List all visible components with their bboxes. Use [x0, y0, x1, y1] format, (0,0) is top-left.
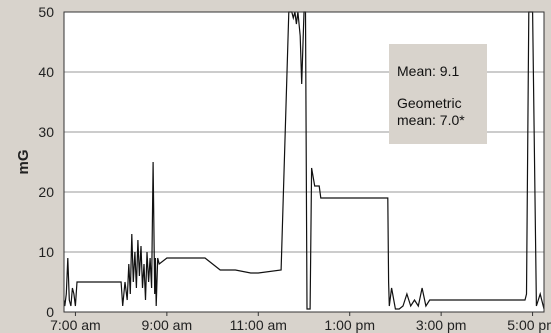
y-tick-label: 50 — [38, 4, 54, 20]
x-tick-label: 1:00 pm — [324, 317, 375, 333]
mean-text: Mean: 9.1 — [397, 63, 459, 79]
y-axis-label: mG — [15, 149, 32, 174]
y-tick-label: 30 — [38, 124, 54, 140]
stats-annotation: Mean: 9.1 Geometric mean: 7.0* — [389, 44, 487, 144]
y-tick-label: 10 — [38, 244, 54, 260]
geometric-mean-text: mean: 7.0* — [397, 112, 465, 128]
x-tick-label: 9:00 am — [142, 317, 193, 333]
y-tick-label: 20 — [38, 184, 54, 200]
x-tick-label: 11:00 am — [230, 317, 287, 333]
annotation-box — [389, 44, 487, 144]
y-tick-label: 0 — [46, 304, 54, 320]
x-tick-label: 7:00 am — [50, 317, 101, 333]
y-axis-ticks: 0 10 20 30 40 50 — [38, 4, 54, 320]
x-tick-label: 3:00 pm — [416, 317, 467, 333]
y-tick-label: 40 — [38, 64, 54, 80]
x-tick-label: 5:00 pm — [507, 317, 551, 333]
plot-frame — [63, 11, 545, 313]
geometric-text: Geometric — [397, 95, 462, 111]
x-axis-ticks: 7:00 am 9:00 am 11:00 am 1:00 pm 3:00 pm 5:00… — [50, 312, 551, 333]
